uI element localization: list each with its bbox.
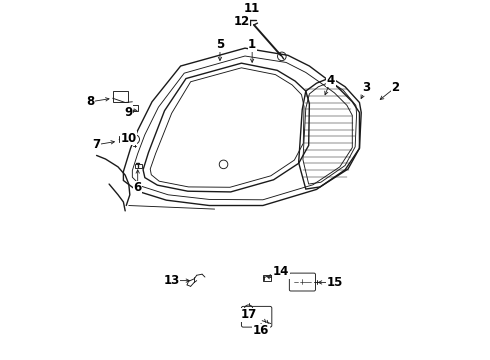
- Text: 7: 7: [93, 138, 100, 151]
- Text: 8: 8: [86, 95, 95, 108]
- Bar: [113, 91, 128, 102]
- Bar: [263, 275, 271, 281]
- Bar: [119, 136, 127, 142]
- Text: 4: 4: [327, 74, 335, 87]
- Text: 5: 5: [216, 38, 224, 51]
- Text: 10: 10: [121, 132, 137, 145]
- Text: 1: 1: [248, 38, 256, 51]
- Text: 14: 14: [272, 265, 289, 278]
- Bar: [135, 164, 142, 168]
- Text: 13: 13: [164, 274, 180, 287]
- Text: 6: 6: [134, 181, 142, 194]
- Text: 9: 9: [124, 106, 133, 119]
- Text: 2: 2: [391, 81, 399, 94]
- Bar: [129, 105, 138, 111]
- Text: 16: 16: [253, 324, 270, 337]
- Text: 11: 11: [244, 2, 260, 15]
- Text: 12: 12: [233, 15, 249, 28]
- Text: 15: 15: [326, 276, 343, 289]
- Text: 3: 3: [363, 81, 370, 94]
- Text: 17: 17: [241, 308, 257, 321]
